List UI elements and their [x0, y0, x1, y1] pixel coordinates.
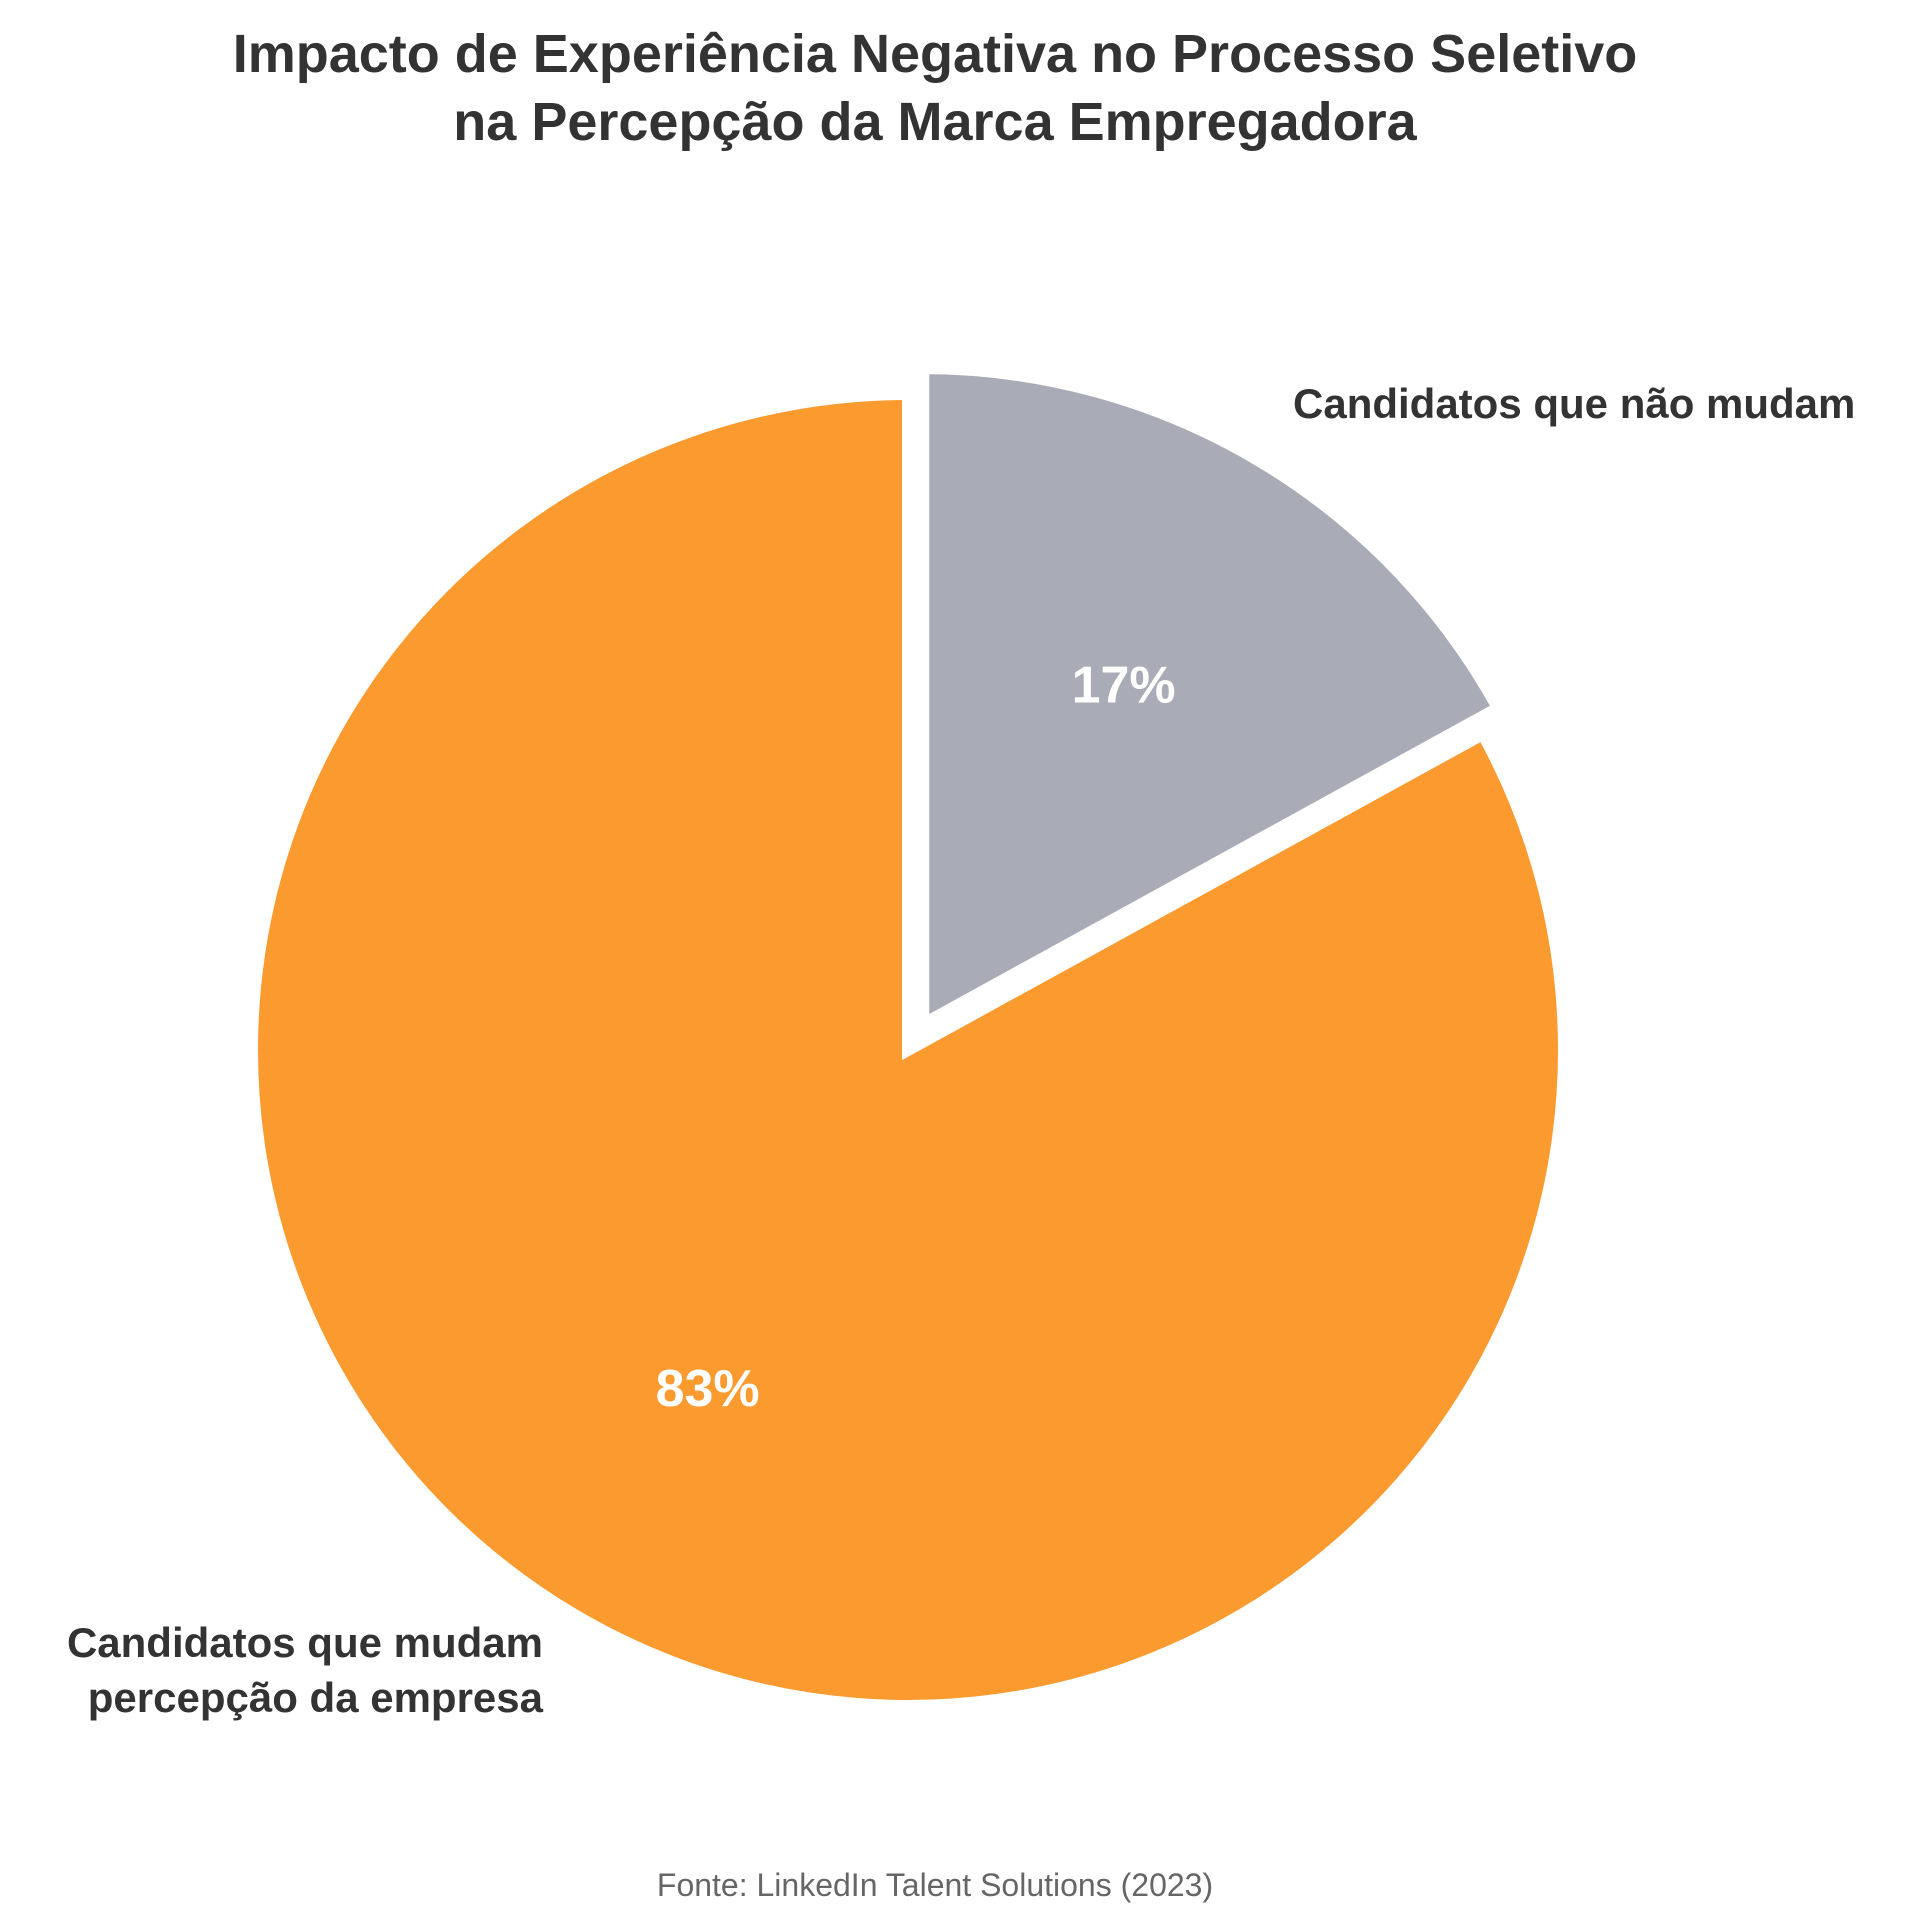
- chart-title-line-2: na Percepção da Marca Empregadora: [453, 92, 1417, 152]
- pie-slices: [246, 362, 1570, 1712]
- pie-percent-label-mudam: 83%: [656, 1360, 760, 1418]
- chart-title: Impacto de Experiência Negativa no Proce…: [233, 24, 1638, 152]
- category-labels: Candidatos que não mudam Candidatos que …: [67, 380, 1855, 1721]
- pie-percent-labels: 17% 83%: [656, 656, 1176, 1417]
- category-label-mudam-line-2: percepção da empresa: [88, 1674, 544, 1721]
- category-label-mudam-line-1: Candidatos que mudam: [67, 1619, 543, 1666]
- chart-title-line-1: Impacto de Experiência Negativa no Proce…: [233, 24, 1638, 84]
- category-label-nao-mudam: Candidatos que não mudam: [1293, 380, 1855, 427]
- source-note: Fonte: LinkedIn Talent Solutions (2023): [657, 1867, 1213, 1903]
- pie-percent-label-nao-mudam: 17%: [1072, 656, 1176, 714]
- pie-slice-mudam: [246, 387, 1570, 1712]
- pie-slice-nao-mudam: [917, 362, 1507, 1035]
